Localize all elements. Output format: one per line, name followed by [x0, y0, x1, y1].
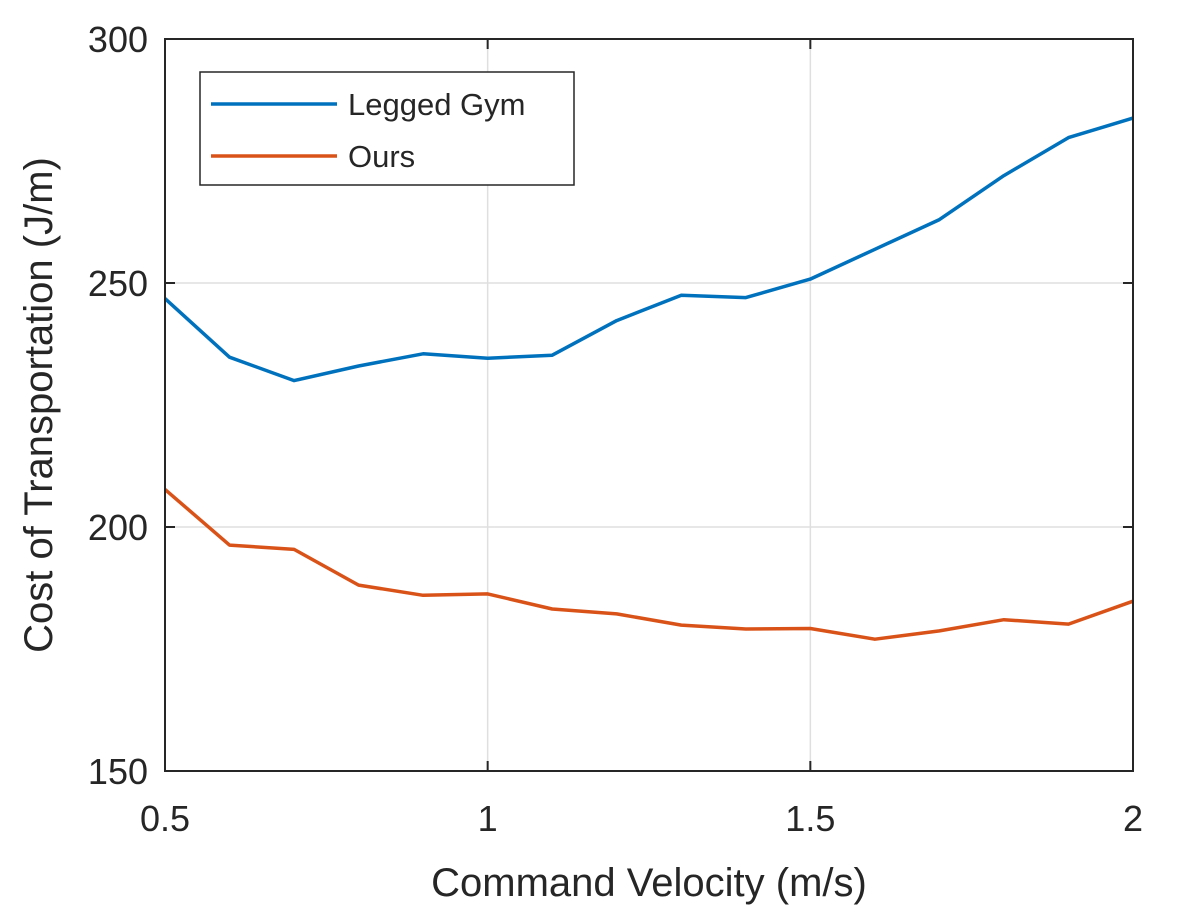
- legend-box: [199, 71, 575, 186]
- series-line-legged-gym: [163, 116, 1134, 383]
- tick-layer: 0.5 1 1.5 2 150 200 250 300: [88, 19, 1143, 839]
- series-line-ours: [163, 488, 1134, 641]
- x-tick-label: 0.5: [140, 798, 190, 839]
- x-axis-label: Command Velocity (m/s): [431, 861, 867, 905]
- y-tick-label: 200: [88, 507, 148, 548]
- y-tick-label: 300: [88, 19, 148, 60]
- series-layer: [163, 116, 1134, 641]
- x-tick-label: 2: [1123, 798, 1143, 839]
- x-tick-label: 1.5: [785, 798, 835, 839]
- legend-label-legged-gym: Legged Gym: [348, 87, 526, 122]
- y-tick-label: 150: [88, 751, 148, 792]
- axes-box: [164, 38, 1134, 772]
- y-axis-label: Cost of Transportation (J/m): [17, 157, 61, 653]
- legend-label-ours: Ours: [348, 139, 415, 174]
- legend: Legged Gym Ours: [199, 71, 575, 186]
- y-tick-label: 250: [88, 263, 148, 304]
- x-tick-label: 1: [478, 798, 498, 839]
